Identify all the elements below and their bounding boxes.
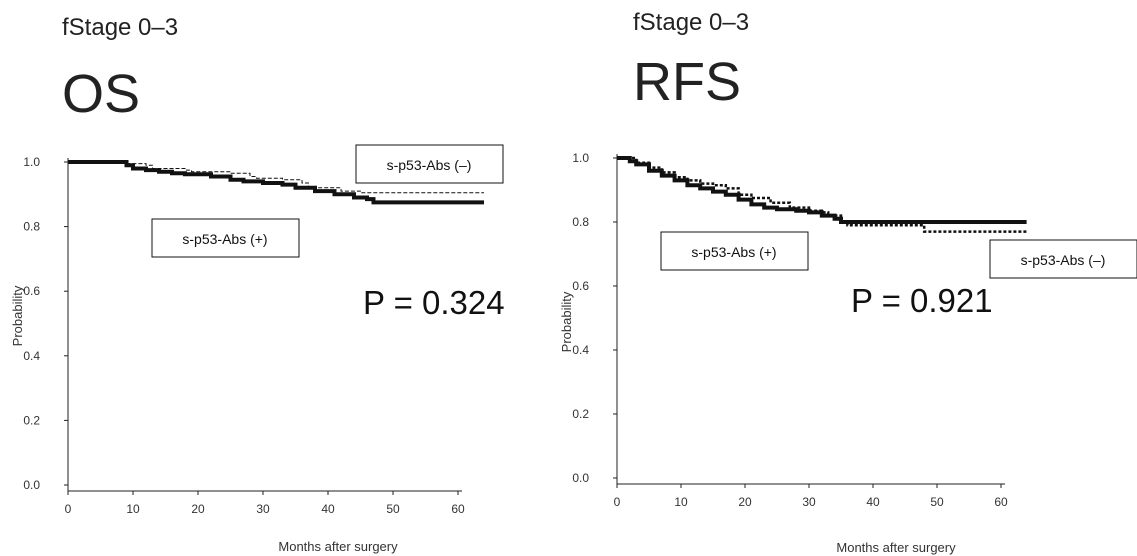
os-legend-positive: s-p53-Abs (+) bbox=[182, 231, 267, 247]
os-y-tick-label: 0.8 bbox=[23, 220, 40, 234]
os-panel: fStage 0–3 OS Probability Months after s… bbox=[10, 14, 505, 554]
rfs-plot-area: 0.0 0.2 0.4 0.6 0.8 1.0 0 10 20 30 40 50 60 bbox=[572, 151, 1027, 509]
os-legend-negative: s-p53-Abs (–) bbox=[387, 157, 472, 173]
os-subtitle: fStage 0–3 bbox=[62, 14, 178, 41]
os-x-tick-label: 50 bbox=[386, 502, 400, 516]
rfs-x-tick-label: 0 bbox=[614, 495, 621, 509]
os-x-tick-label: 30 bbox=[256, 502, 270, 516]
rfs-y-tick-label: 1.0 bbox=[572, 151, 589, 165]
rfs-x-axis-title: Months after surgery bbox=[836, 540, 956, 555]
os-y-tick-label: 0.4 bbox=[23, 349, 40, 363]
rfs-subtitle: fStage 0–3 bbox=[633, 9, 749, 36]
rfs-x-tick-label: 10 bbox=[674, 495, 688, 509]
os-x-tick-label: 10 bbox=[126, 502, 140, 516]
rfs-y-tick-label: 0.2 bbox=[572, 407, 589, 421]
rfs-legend-negative: s-p53-Abs (–) bbox=[1021, 252, 1106, 268]
rfs-legend-box-positive bbox=[660, 231, 809, 271]
os-x-tick-label: 20 bbox=[191, 502, 205, 516]
rfs-y-tick-label: 0.6 bbox=[572, 279, 589, 293]
os-y-tick-label: 0.0 bbox=[23, 478, 40, 492]
os-legend-box-positive bbox=[151, 218, 300, 258]
rfs-y-tick-label: 0.8 bbox=[572, 215, 589, 229]
rfs-legend-box-negative bbox=[989, 239, 1137, 279]
rfs-x-tick-label: 20 bbox=[738, 495, 752, 509]
os-y-axis-title: Probability bbox=[10, 285, 25, 346]
rfs-x-tick-label: 50 bbox=[930, 495, 944, 509]
os-x-tick-label: 40 bbox=[321, 502, 335, 516]
os-curve-positive bbox=[68, 160, 484, 205]
os-legend-box-negative bbox=[355, 144, 504, 184]
os-plot-area: 0.0 0.2 0.4 0.6 0.8 1.0 0 10 20 30 40 50 60 bbox=[23, 155, 484, 516]
os-x-tick-label: 60 bbox=[451, 502, 465, 516]
os-title: OS bbox=[62, 64, 140, 124]
os-y-tick-label: 0.6 bbox=[23, 284, 40, 298]
os-x-tick-label: 0 bbox=[65, 502, 72, 516]
rfs-title: RFS bbox=[633, 52, 741, 112]
os-y-tick-label: 1.0 bbox=[23, 155, 40, 169]
rfs-x-tick-label: 60 bbox=[994, 495, 1008, 509]
rfs-curve-positive bbox=[617, 156, 1027, 224]
rfs-y-axis-title: Probability bbox=[559, 291, 574, 352]
os-curve-negative bbox=[68, 161, 484, 194]
os-y-tick-label: 0.2 bbox=[23, 413, 40, 427]
rfs-x-tick-label: 40 bbox=[866, 495, 880, 509]
rfs-panel: fStage 0–3 RFS Probability Months after … bbox=[559, 9, 1137, 555]
rfs-p-value: P = 0.921 bbox=[851, 282, 993, 319]
rfs-y-tick-label: 0.0 bbox=[572, 471, 589, 485]
os-p-value: P = 0.324 bbox=[363, 284, 505, 321]
rfs-y-tick-label: 0.4 bbox=[572, 343, 589, 357]
rfs-x-tick-label: 30 bbox=[802, 495, 816, 509]
rfs-legend-positive: s-p53-Abs (+) bbox=[691, 244, 776, 260]
os-x-axis-title: Months after surgery bbox=[278, 539, 398, 554]
